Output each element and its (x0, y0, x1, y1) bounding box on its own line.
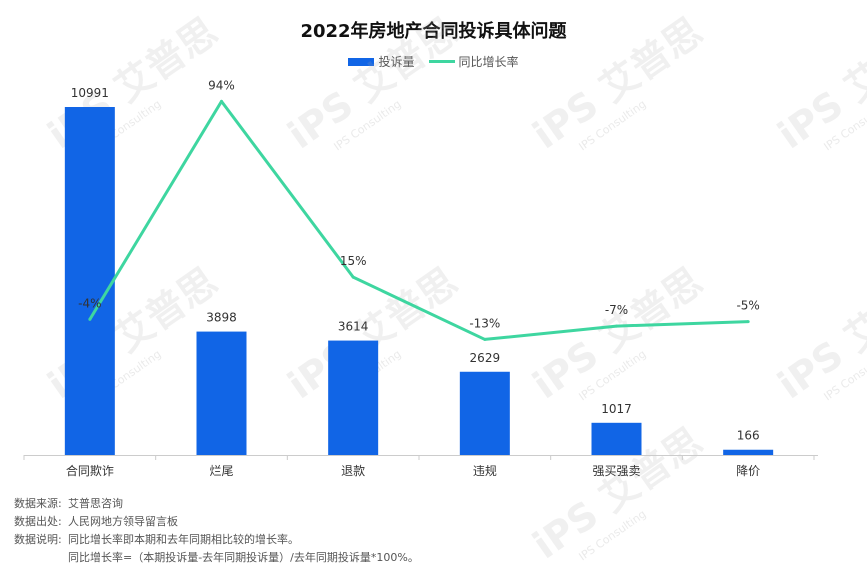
line-point[interactable] (88, 317, 92, 321)
line-label: -7% (605, 303, 628, 317)
legend-item-bar[interactable]: 投诉量 (348, 53, 415, 70)
bar-label: 2629 (470, 351, 501, 365)
bar-label: 3898 (206, 311, 237, 325)
bar-0[interactable] (64, 107, 115, 455)
x-tick-label: 强买强卖 (592, 464, 640, 478)
x-tick-label: 降价 (736, 464, 760, 478)
note-label: 数据出处: (14, 515, 62, 528)
bar-label: 1017 (601, 402, 632, 416)
legend-swatch-line (428, 60, 455, 63)
line-point[interactable] (483, 337, 487, 341)
note-text: 人民网地方领导留言板 (68, 515, 178, 528)
note-text: 同比增长率即本期和去年同期相比较的增长率。 (68, 533, 299, 546)
note-text: 同比增长率=（本期投诉量-去年同期投诉量）/去年同期投诉量*100%。 (68, 551, 419, 564)
line-point[interactable] (220, 99, 223, 103)
line-series[interactable] (88, 99, 749, 341)
line-point[interactable] (746, 320, 750, 324)
legend-label-bar: 投诉量 (378, 55, 415, 69)
note-text: 艾普思咨询 (68, 497, 123, 510)
chart-title: 2022年房地产合同投诉具体问题 (300, 21, 567, 42)
note-origin: 数据出处: 人民网地方领导留言板 (14, 513, 419, 531)
line-label: 15% (340, 254, 367, 268)
line-label: -4% (78, 296, 101, 310)
watermark-logo: iPS 艾普思 (280, 9, 465, 157)
line-label: -13% (469, 316, 500, 330)
line-label: 94% (208, 78, 235, 92)
x-tick-label: 退款 (341, 464, 365, 478)
note-source: 数据来源: 艾普思咨询 (14, 495, 419, 513)
bar-label: 10991 (71, 86, 109, 100)
x-tick-label: 违规 (473, 463, 497, 478)
line-label: -5% (736, 299, 759, 313)
note-formula: 同比增长率=（本期投诉量-去年同期投诉量）/去年同期投诉量*100%。 (14, 549, 419, 567)
legend-item-line[interactable]: 同比增长率 (428, 53, 519, 70)
legend: 投诉量 同比增长率 (0, 53, 867, 70)
note-label: 数据说明: (14, 533, 62, 546)
bar-5[interactable] (723, 449, 774, 455)
bar-2[interactable] (328, 340, 379, 455)
bar-4[interactable] (591, 422, 642, 455)
bar-1[interactable] (196, 331, 247, 455)
note-explanation: 数据说明: 同比增长率即本期和去年同期相比较的增长率。 (14, 531, 419, 549)
x-tick-label: 烂尾 (209, 464, 233, 478)
legend-label-line: 同比增长率 (458, 55, 519, 69)
bar-label: 166 (737, 429, 760, 443)
line-point[interactable] (615, 324, 618, 328)
notes: 数据来源: 艾普思咨询 数据出处: 人民网地方领导留言板 数据说明: 同比增长率… (14, 495, 419, 567)
bar-3[interactable] (459, 371, 510, 455)
legend-swatch-bar (348, 57, 375, 66)
line-point[interactable] (351, 275, 355, 279)
x-tick-label: 合同欺诈 (66, 463, 114, 478)
note-label: 数据来源: (14, 497, 62, 510)
watermark-logo: iPS 艾普思 (525, 9, 710, 157)
bar-label: 3614 (338, 320, 369, 334)
